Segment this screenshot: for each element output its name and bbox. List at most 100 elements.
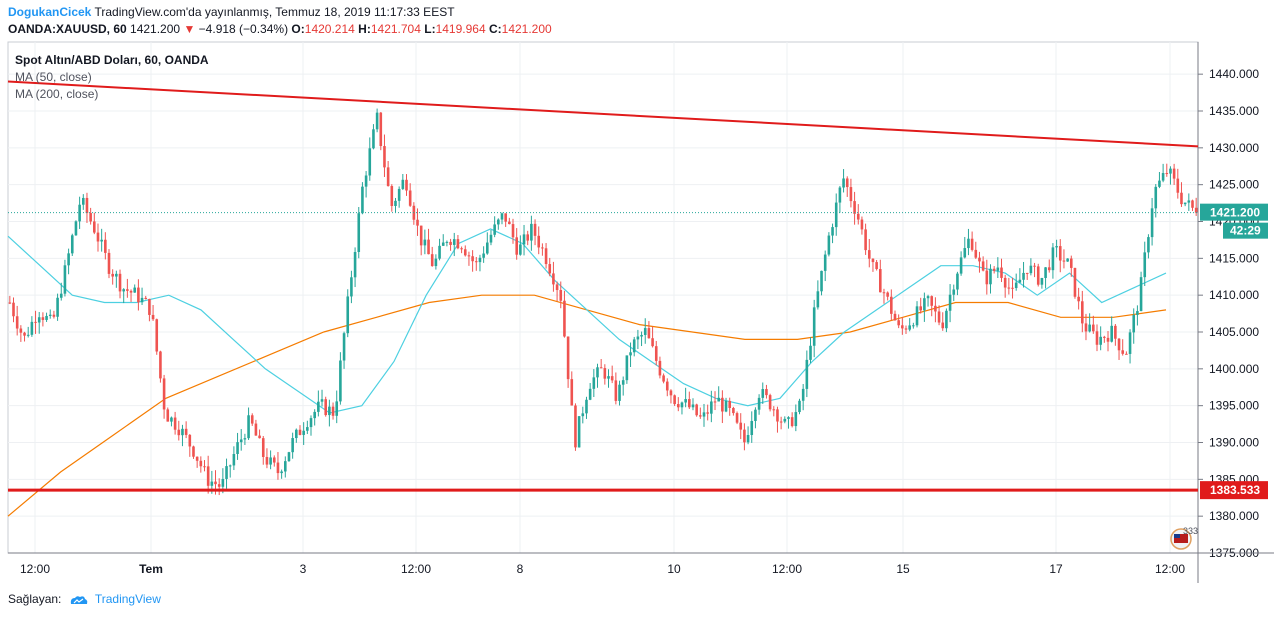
candle-body — [1139, 277, 1143, 312]
candle-body — [974, 249, 978, 258]
events-count: 333 — [1183, 526, 1198, 536]
last-price-tag-label: 1421.200 — [1210, 206, 1260, 220]
candle-body — [651, 338, 654, 347]
candle-body — [563, 300, 566, 337]
tradingview-logo-icon — [70, 596, 87, 604]
candle-body — [339, 360, 342, 402]
chart-header: DogukanCicek TradingView.com'da yayınlan… — [8, 5, 455, 19]
candle-body — [710, 401, 713, 414]
candle-body — [695, 404, 698, 416]
events-flag-icon — [1174, 534, 1188, 543]
candle-body — [438, 245, 441, 259]
candle-body — [361, 186, 364, 214]
candle-body — [1125, 353, 1128, 355]
candle-body — [430, 254, 434, 267]
candle-body — [81, 197, 85, 205]
candle-body — [526, 234, 530, 241]
candle-body — [199, 460, 203, 467]
tradingview-link[interactable]: TradingView — [94, 592, 161, 606]
candle-body — [956, 273, 959, 290]
candle-body — [669, 390, 673, 396]
candle-body — [298, 429, 302, 435]
candle-body — [107, 252, 111, 274]
candle-body — [1150, 208, 1154, 238]
candle-body — [78, 204, 81, 222]
candle-body — [1018, 279, 1022, 283]
candle-body — [317, 401, 320, 412]
candle-body — [541, 247, 544, 249]
y-tick-label: 1435.000 — [1209, 104, 1259, 118]
candle-body — [1158, 180, 1161, 187]
candle-body — [676, 404, 680, 408]
candle-body — [192, 446, 195, 457]
candle-body — [621, 380, 625, 385]
candle-body — [732, 407, 735, 414]
candle-body — [419, 225, 423, 246]
candle-body — [63, 265, 67, 294]
candle-body — [739, 422, 743, 430]
candle-body — [1191, 200, 1194, 208]
y-tick-label: 1425.000 — [1209, 178, 1259, 192]
candle-body — [456, 239, 460, 249]
candle-body — [497, 219, 500, 225]
candle-body — [856, 213, 860, 220]
candle-body — [401, 179, 405, 189]
x-tick-label: 17 — [1049, 562, 1063, 576]
candle-body — [816, 291, 820, 308]
candle-body — [1081, 301, 1084, 324]
candle-body — [552, 273, 555, 285]
candle-body — [1154, 186, 1158, 209]
candle-body — [122, 289, 125, 292]
author-name[interactable]: DogukanCicek — [8, 5, 92, 19]
candle-body — [434, 258, 438, 267]
candle-body — [474, 261, 478, 263]
candle-body — [930, 296, 934, 306]
candle-body — [765, 389, 768, 396]
y-tick-label: 1395.000 — [1209, 399, 1259, 413]
candle-body — [96, 232, 100, 242]
candle-body — [1106, 337, 1110, 342]
candle-body — [849, 187, 853, 202]
candle-body — [320, 399, 324, 402]
candle-body — [992, 268, 996, 271]
candle-body — [137, 287, 140, 303]
candle-body — [504, 213, 507, 222]
candle-body — [1143, 252, 1147, 278]
ma200-legend[interactable]: MA (200, close) — [15, 87, 99, 101]
candle-body — [812, 307, 816, 346]
candle-body — [111, 273, 114, 277]
ma50-legend[interactable]: MA (50, close) — [15, 70, 92, 84]
candle-body — [357, 213, 361, 252]
candle-body — [963, 248, 967, 258]
candle-body — [691, 404, 695, 408]
candle-body — [702, 412, 706, 417]
candle-body — [1114, 325, 1117, 339]
candle-body — [926, 296, 930, 299]
candle-body — [313, 411, 316, 419]
candle-body — [901, 325, 904, 329]
candle-body — [291, 438, 294, 453]
candle-body — [493, 224, 496, 235]
candle-body — [159, 351, 162, 379]
candle-body — [85, 197, 89, 214]
candle-body — [948, 294, 952, 311]
provided-by-label: Sağlayan: — [8, 592, 62, 606]
candle-body — [8, 302, 12, 304]
candle-body — [1128, 332, 1132, 354]
candle-body — [331, 406, 335, 416]
candle-body — [386, 167, 390, 187]
candle-body — [390, 186, 394, 207]
candle-body — [449, 241, 452, 245]
candle-body — [228, 465, 232, 467]
candle-body — [15, 316, 19, 329]
candle-body — [59, 293, 63, 298]
candle-body — [673, 395, 676, 405]
resistance-trendline — [7, 80, 1199, 148]
candle-body — [45, 315, 48, 320]
candle-body — [743, 429, 746, 443]
candle-body — [801, 388, 805, 401]
candle-body — [915, 306, 919, 326]
candle-body — [897, 320, 900, 326]
candle-body — [588, 388, 592, 400]
